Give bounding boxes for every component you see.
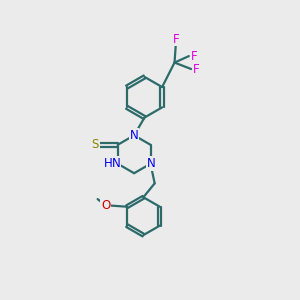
Text: F: F — [190, 50, 197, 63]
Text: N: N — [130, 129, 139, 142]
Text: H: H — [103, 157, 112, 170]
Text: N: N — [147, 157, 156, 170]
Text: F: F — [172, 32, 179, 46]
Text: F: F — [193, 62, 200, 76]
Text: S: S — [92, 138, 99, 151]
Text: O: O — [101, 199, 110, 212]
Text: N: N — [112, 157, 120, 170]
